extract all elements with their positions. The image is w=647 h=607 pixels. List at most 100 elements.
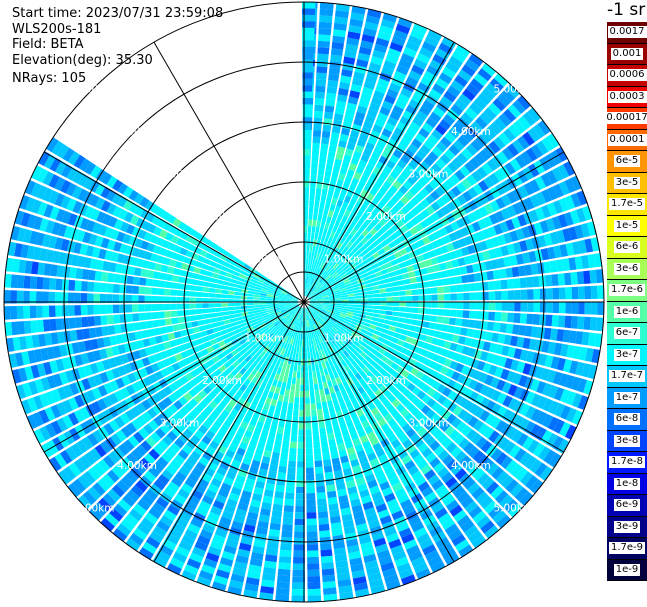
range-gate-cell	[188, 388, 198, 398]
range-gate-cell	[384, 282, 392, 288]
range-gate-cell	[297, 313, 301, 320]
range-gate-cell	[391, 337, 399, 344]
range-gate-cell	[333, 113, 344, 121]
range-gate-cell	[330, 217, 337, 225]
range-gate-cell	[352, 283, 359, 288]
range-gate-cell	[430, 561, 446, 573]
range-gate-cell	[324, 111, 334, 120]
range-gate-cell	[348, 212, 356, 220]
range-gate-cell	[457, 257, 466, 267]
range-gate-cell	[362, 348, 370, 355]
range-gate-cell	[410, 406, 420, 417]
range-gate-cell	[351, 367, 359, 376]
range-gate-cell	[374, 223, 382, 232]
range-gate-cell	[85, 389, 96, 403]
range-gate-cell	[221, 510, 234, 520]
range-gate-cell	[30, 320, 38, 334]
range-gate-cell	[241, 352, 249, 360]
range-gate-cell	[302, 123, 311, 130]
range-gate-cell	[356, 138, 367, 148]
range-gate-cell	[140, 268, 148, 278]
range-gate-cell	[346, 311, 354, 315]
range-gate-cell	[423, 314, 431, 322]
range-gate-cell	[434, 247, 443, 256]
range-gate-cell	[179, 247, 188, 256]
range-gate-cell	[83, 364, 93, 377]
range-gate-cell	[253, 273, 261, 279]
range-gate-cell	[551, 216, 562, 230]
range-gate-cell	[390, 232, 399, 241]
range-gate-cell	[347, 370, 355, 378]
range-gate-cell	[331, 378, 338, 387]
range-gate-cell	[74, 394, 85, 408]
range-gate-cell	[356, 241, 364, 249]
range-gate-cell	[379, 170, 389, 180]
range-gate-cell	[348, 345, 355, 353]
range-gate-cell	[274, 321, 280, 327]
range-gate-cell	[333, 289, 341, 294]
range-gate-cell	[476, 301, 483, 310]
range-gate-cell	[148, 336, 157, 346]
range-gate-cell	[537, 235, 547, 248]
range-gate-cell	[357, 252, 365, 260]
range-gate-cell	[313, 290, 320, 295]
range-gate-cell	[326, 229, 332, 237]
range-gate-cell	[313, 123, 322, 131]
range-gate-cell	[37, 201, 48, 216]
range-gate-cell	[542, 383, 553, 397]
range-gate-cell	[84, 161, 96, 175]
range-gate-cell	[143, 453, 156, 465]
range-gate-cell	[269, 425, 278, 433]
range-gate-cell	[327, 338, 333, 346]
range-gate-cell	[309, 299, 317, 301]
range-gate-cell	[322, 407, 329, 415]
range-gate-cell	[413, 181, 424, 192]
range-gate-cell	[280, 537, 293, 545]
range-gate-cell	[370, 367, 379, 376]
range-gate-cell	[352, 256, 360, 264]
range-gate-cell	[343, 231, 350, 239]
range-gate-cell	[302, 307, 304, 315]
range-gate-cell	[223, 476, 234, 486]
range-gate-cell	[512, 139, 525, 153]
range-gate-cell	[176, 238, 185, 247]
range-gate-cell	[36, 276, 44, 290]
range-gate-cell	[23, 275, 31, 289]
range-gate-cell	[432, 428, 444, 440]
range-gate-cell	[332, 225, 338, 233]
range-gate-cell	[491, 466, 504, 480]
range-gate-cell	[439, 227, 448, 237]
range-gate-cell	[272, 302, 279, 304]
range-gate-cell	[267, 323, 274, 329]
range-gate-cell	[286, 306, 293, 310]
range-gate-cell	[111, 465, 125, 479]
range-gate-cell	[303, 168, 310, 175]
range-gate-cell	[275, 322, 282, 329]
range-gate-cell	[352, 340, 360, 347]
range-gate-cell	[462, 203, 473, 214]
range-gate-cell	[370, 584, 386, 595]
range-gate-cell	[383, 465, 395, 475]
range-gate-cell	[312, 318, 316, 325]
range-gate-cell	[276, 426, 284, 435]
range-gate-cell	[266, 541, 279, 550]
range-gate-cell	[384, 144, 395, 154]
range-gate-cell	[300, 378, 305, 385]
range-gate-cell	[370, 130, 381, 140]
range-gate-cell	[213, 368, 222, 377]
range-gate-cell	[270, 371, 276, 379]
range-gate-cell	[265, 331, 272, 338]
range-gate-cell	[214, 405, 224, 414]
range-gate-cell	[322, 296, 329, 299]
range-gate-cell	[468, 403, 480, 415]
range-gate-cell	[384, 190, 394, 200]
range-gate-cell	[177, 488, 190, 500]
range-gate-cell	[440, 245, 449, 254]
range-gate-cell	[369, 359, 377, 367]
range-gate-cell	[133, 267, 142, 277]
range-gate-cell	[157, 343, 166, 352]
range-gate-cell	[412, 422, 423, 432]
range-gate-cell	[396, 274, 404, 281]
range-gate-cell	[249, 558, 263, 567]
range-gate-cell	[199, 235, 209, 244]
